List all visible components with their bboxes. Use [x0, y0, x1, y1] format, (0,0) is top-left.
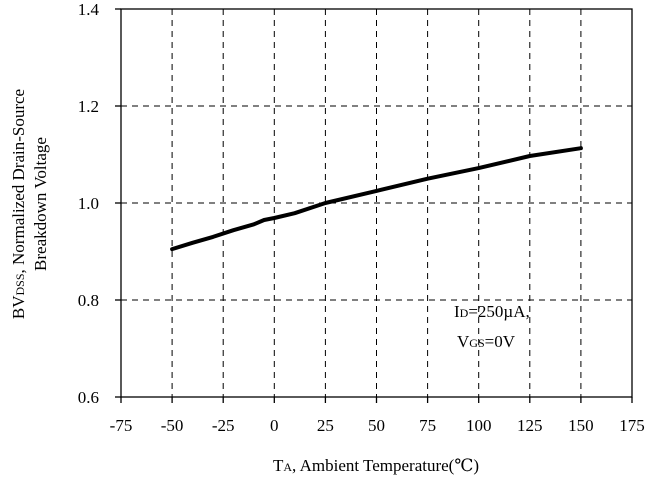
grid: [121, 9, 632, 397]
x-tick-labels: -75 -50 -25 0 25 50 75 100 125 150 175: [110, 416, 645, 435]
x-tick-label: 25: [317, 416, 334, 435]
x-axis-label-main: T: [273, 456, 284, 475]
series-line: [170, 146, 583, 252]
annotation-id-sub: D: [460, 306, 469, 320]
x-tick-label: 50: [368, 416, 385, 435]
x-tick-label: 100: [466, 416, 492, 435]
x-tick-label: -75: [110, 416, 133, 435]
y-axis-label: BVDSS, Normalized Drain-Source Breakdown…: [9, 89, 50, 319]
x-tick-label: -25: [212, 416, 235, 435]
annotation-id-rest: =250µA,: [468, 302, 529, 321]
x-tick-label: 175: [619, 416, 645, 435]
annotation-vgs: VGS=0V: [457, 332, 516, 351]
x-axis-label: TA, Ambient Temperature(℃): [273, 456, 479, 475]
y-tick-label: 1.4: [78, 0, 100, 19]
y-tick-label: 1.2: [78, 97, 99, 116]
x-tick-label: 0: [270, 416, 279, 435]
annotation-vgs-rest: =0V: [485, 332, 516, 351]
y-tick-labels: 0.6 0.8 1.0 1.2 1.4: [78, 0, 100, 407]
x-tick-label: -50: [161, 416, 184, 435]
y-tick-label: 1.0: [78, 194, 99, 213]
annotation-id: ID=250µA,: [454, 302, 530, 321]
y-tick-label: 0.8: [78, 291, 99, 310]
annotation-id-main: I: [454, 302, 460, 321]
y-axis-label-main: BV: [9, 295, 28, 319]
y-axis-label-sub: DSS: [13, 273, 27, 295]
x-tick-label: 75: [419, 416, 436, 435]
x-tick-label: 150: [568, 416, 594, 435]
y-axis-label-line1: BVDSS, Normalized Drain-Source: [9, 89, 28, 319]
y-tick-label: 0.6: [78, 388, 99, 407]
annotation-vgs-sub: GS: [469, 336, 484, 350]
x-axis-label-sub: A: [283, 460, 292, 474]
axis-ticks: [115, 8, 633, 403]
x-axis-label-rest: , Ambient Temperature(℃): [292, 456, 479, 475]
y-axis-label-rest: , Normalized Drain-Source: [9, 89, 28, 274]
annotation-vgs-main: V: [457, 332, 470, 351]
y-axis-label-line2: Breakdown Voltage: [31, 137, 50, 271]
x-tick-label: 125: [517, 416, 543, 435]
